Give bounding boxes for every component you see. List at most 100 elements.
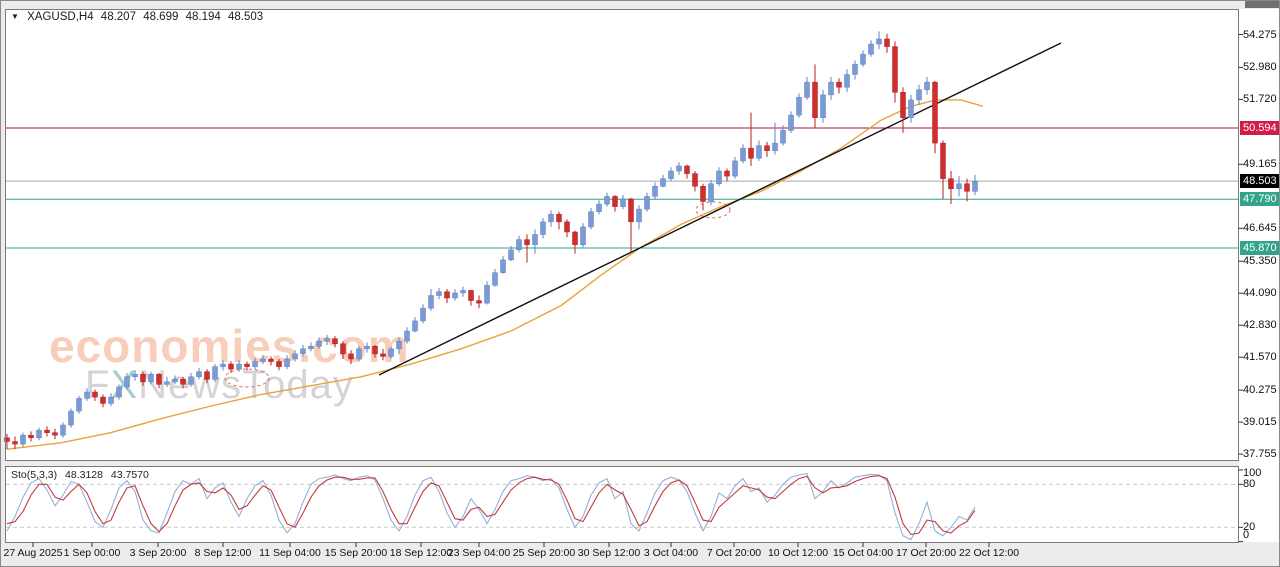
- candle-body: [876, 38, 882, 45]
- candle-body: [292, 353, 298, 360]
- candle-body: [484, 285, 490, 304]
- candle-body: [140, 373, 146, 383]
- candle-body: [716, 170, 722, 184]
- candle-body: [796, 97, 802, 116]
- candle-body: [492, 272, 498, 286]
- main-panel-background: [6, 9, 1239, 461]
- annotation-ellipse[interactable]: [695, 201, 731, 219]
- candle-body: [956, 183, 962, 190]
- candle-body: [684, 165, 690, 174]
- candle-body: [508, 249, 514, 261]
- time-axis-label: 17 Oct 20:00: [895, 547, 957, 559]
- candle-body: [644, 196, 650, 210]
- price-axis-background: [1239, 9, 1279, 542]
- time-axis-label: 18 Sep 12:00: [389, 547, 453, 559]
- stochastic-axis-label: 80: [1243, 478, 1256, 491]
- price-badge: 45.870: [1240, 240, 1279, 255]
- candle-body: [948, 178, 954, 190]
- candle-body: [588, 211, 594, 228]
- candle-body: [36, 429, 42, 438]
- stochastic-label-bar: Sto(5,3,3) 48.3128 43.7570: [11, 469, 154, 481]
- candle-body: [12, 441, 18, 445]
- candle-body: [572, 231, 578, 245]
- time-axis-label: 3 Oct 04:00: [643, 547, 699, 559]
- candle-body: [868, 43, 874, 55]
- candle-body: [116, 386, 122, 398]
- candle-body: [388, 348, 394, 357]
- candle-body: [476, 300, 482, 304]
- candle-body: [108, 396, 114, 404]
- moving-average-line[interactable]: [6, 99, 984, 450]
- candle-body: [884, 38, 890, 47]
- candle-body: [4, 437, 10, 442]
- candle-body: [452, 292, 458, 299]
- candle-body: [372, 346, 378, 355]
- stochastic-d-line: [6, 475, 976, 536]
- candle-body: [308, 346, 314, 350]
- candle-body: [972, 180, 978, 192]
- candle-body: [52, 432, 58, 436]
- candle-body: [812, 81, 818, 118]
- candle-body: [28, 434, 34, 438]
- candle-body: [732, 160, 738, 177]
- price-axis-label: 51.720: [1243, 93, 1277, 106]
- window-corner-block: [1245, 1, 1279, 8]
- candle-body: [212, 366, 218, 380]
- quote-open: 48.207: [100, 11, 136, 23]
- candle-body: [932, 81, 938, 144]
- candle-body: [740, 147, 746, 162]
- stochastic-axis-label: 100: [1243, 467, 1262, 479]
- candle-body: [900, 92, 906, 118]
- candle-body: [540, 221, 546, 235]
- time-axis-label: 22 Oct 12:00: [958, 547, 1020, 559]
- candle-body: [908, 99, 914, 118]
- quote-low: 48.194: [185, 11, 221, 23]
- candle-body: [396, 340, 402, 350]
- time-axis-label: 10 Oct 12:00: [767, 547, 829, 559]
- main-panel-frame: [5, 9, 1239, 461]
- price-axis-label: 49.165: [1243, 158, 1277, 171]
- candle-body: [404, 330, 410, 342]
- price-badge: 50.594: [1240, 121, 1279, 135]
- candle-body: [340, 343, 346, 355]
- candle-body: [332, 338, 338, 344]
- annotation-ellipse[interactable]: [224, 368, 270, 388]
- price-axis-label: 37.755: [1243, 448, 1277, 461]
- stochastic-panel-frame: [5, 466, 1239, 543]
- candle-body: [68, 410, 74, 426]
- candle-body: [460, 290, 466, 294]
- price-axis-label: 41.570: [1243, 351, 1277, 364]
- time-axis-label: 8 Sep 12:00: [194, 547, 252, 559]
- candle-body: [412, 320, 418, 332]
- time-axis-label: 1 Sep 00:00: [63, 547, 121, 559]
- trendline[interactable]: [378, 42, 1062, 376]
- candle-body: [828, 81, 834, 96]
- price-axis-label: 54.275: [1243, 28, 1277, 41]
- candle-body: [524, 239, 530, 245]
- time-axis-label: 25 Sep 20:00: [512, 547, 576, 559]
- stochastic-d-value: 43.7570: [110, 469, 149, 481]
- price-axis-label: 40.275: [1243, 384, 1277, 397]
- candle-body: [100, 396, 106, 404]
- time-axis-label: 15 Oct 04:00: [832, 547, 894, 559]
- candle-body: [252, 361, 258, 367]
- candle-body: [708, 183, 714, 202]
- candle-body: [364, 346, 370, 350]
- symbol-quote-bar: ▼ XAGUSD,H4 48.207 48.699 48.194 48.503: [11, 11, 267, 23]
- candle-body: [724, 170, 730, 177]
- candle-body: [156, 373, 162, 385]
- candle-body: [60, 424, 66, 436]
- price-axis-label: 44.090: [1243, 287, 1277, 300]
- candle-body: [316, 340, 322, 347]
- candle-body: [468, 290, 474, 301]
- candle-body: [500, 259, 506, 273]
- candle-body: [188, 376, 194, 385]
- candle-body: [164, 381, 170, 385]
- symbol-timeframe-label: XAGUSD,H4: [27, 11, 94, 23]
- watermark-fx-x: X: [110, 363, 138, 407]
- stochastic-k-line: [6, 472, 976, 541]
- candle-body: [580, 226, 586, 245]
- symbol-dropdown-icon[interactable]: ▼: [11, 12, 19, 21]
